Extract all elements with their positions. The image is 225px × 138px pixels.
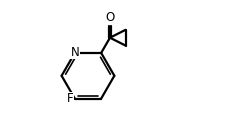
Text: N: N [70,46,79,59]
Text: O: O [105,10,114,23]
Text: F: F [67,92,73,105]
